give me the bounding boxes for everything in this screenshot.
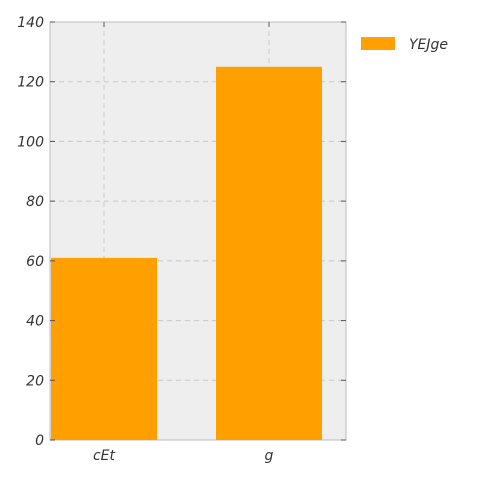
y-tick-label: 120 <box>17 75 44 91</box>
legend-swatch <box>361 37 395 50</box>
bars <box>51 66 322 441</box>
legend-label: YEJge <box>409 37 448 53</box>
y-tick-label: 100 <box>17 134 44 150</box>
x-tick-label: cEt <box>93 448 116 464</box>
y-tick-label: 80 <box>26 194 44 210</box>
y-tick-label: 140 <box>17 15 44 31</box>
y-tick-label: 60 <box>26 254 44 270</box>
axes: 0 20 40 60 80 100 120 140 cEt g <box>17 15 346 464</box>
bar-g <box>216 66 322 441</box>
x-tick-label: g <box>265 448 274 464</box>
y-tick-label: 0 <box>35 433 44 449</box>
y-tick-label: 40 <box>26 314 44 330</box>
legend: YEJge <box>361 37 448 53</box>
bar-cEt <box>51 257 157 440</box>
y-tick-label: 20 <box>26 373 44 389</box>
